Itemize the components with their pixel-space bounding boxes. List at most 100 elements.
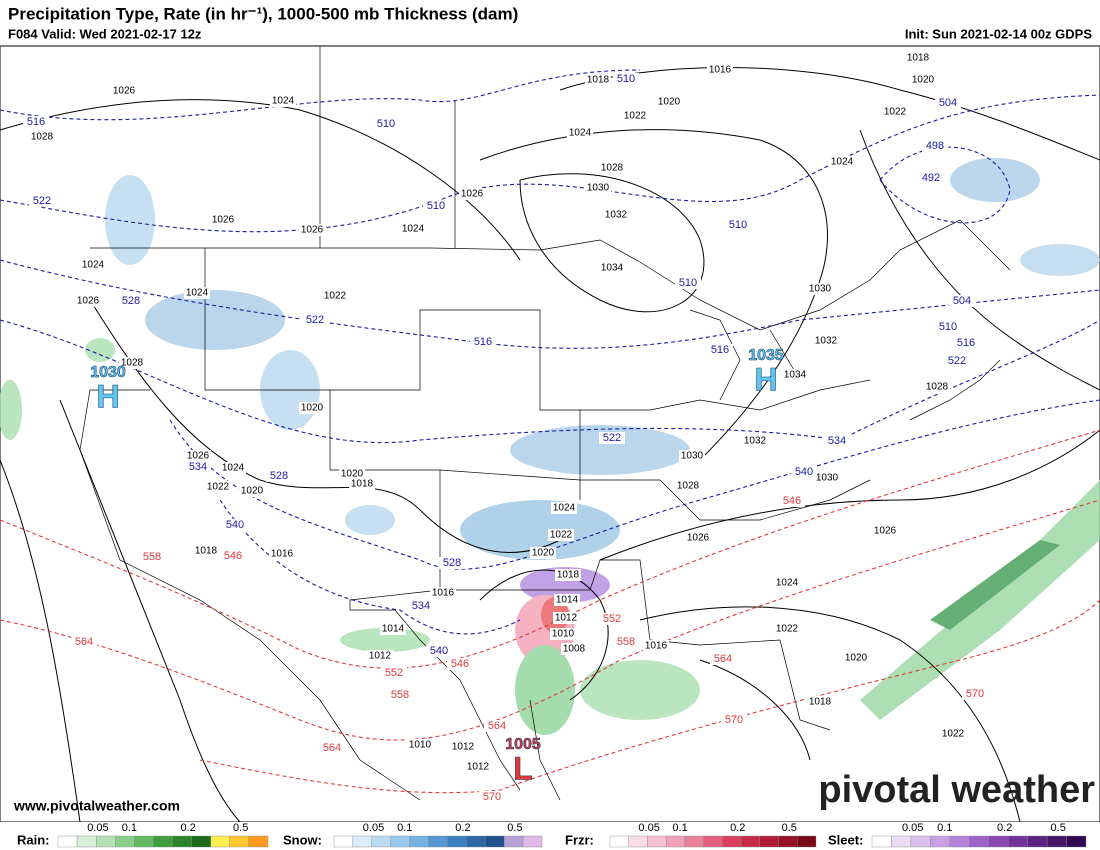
legend-swatch (466, 835, 486, 848)
legend-swatch (153, 835, 173, 848)
isobar-label-bg (29, 131, 55, 143)
isobar-label-bg (553, 612, 579, 624)
legend-swatch (1007, 835, 1028, 848)
thickness-label: 504 (939, 97, 957, 109)
isobar-label-bg (872, 525, 898, 537)
isobar-label: 1024 (272, 96, 295, 107)
thickness-label-bg (71, 636, 97, 648)
thickness-label: 510 (679, 277, 697, 289)
isobar-label: 1020 (845, 653, 868, 664)
isobars (0, 67, 1100, 823)
isobar-label: 1020 (912, 75, 935, 86)
legend-swatch (871, 835, 892, 848)
isobar-label-bg (119, 357, 145, 369)
thickness-label: 504 (953, 295, 971, 307)
thickness-label-bg (185, 461, 211, 473)
thickness-label-bg (319, 742, 345, 754)
isobar-label: 1012 (452, 742, 475, 753)
legend-swatch (191, 835, 211, 848)
legend-swatch (371, 835, 391, 848)
pressure-center: H (754, 361, 777, 397)
isobar-label: 1010 (552, 629, 575, 640)
isobar-label: 1026 (874, 526, 897, 537)
legend-tick: 0.1 (937, 822, 952, 834)
isobar-label-bg (707, 64, 733, 76)
legend-swatch (522, 835, 543, 848)
isobar-label-bg (679, 450, 705, 462)
isobar-label-bg (599, 162, 625, 174)
isobar-label-bg (622, 110, 648, 122)
legend-tick: 0.5 (233, 822, 248, 834)
thickness-label: 552 (603, 613, 621, 625)
isobar-label-bg (400, 223, 426, 235)
thickness-label-bg (949, 295, 975, 307)
isobar-label-bg (299, 402, 325, 414)
legend-swatch (949, 835, 970, 848)
legend-swatch (988, 835, 1009, 848)
isobar-label: 1016 (432, 588, 455, 599)
isobar-label: 1022 (776, 624, 799, 635)
isobar-label: 1026 (77, 296, 100, 307)
isobar-label-bg (349, 478, 375, 490)
legend-swatch (703, 835, 723, 848)
thickness-label-bg (29, 195, 55, 207)
legend-swatch (759, 835, 779, 848)
thickness-label-bg (675, 277, 701, 289)
isobar-label: 1032 (605, 210, 628, 221)
isobar-label: 1012 (555, 613, 578, 624)
isobar-label-bg (185, 450, 211, 462)
legend-swatch (665, 835, 686, 848)
thickness-label-bg (139, 551, 165, 563)
thickness-label: 570 (966, 688, 984, 700)
legend-swatch (172, 835, 192, 848)
isobar-label: 1028 (677, 481, 700, 492)
legend-swatch (891, 835, 912, 848)
thickness-label: 510 (729, 219, 747, 231)
legend-swatch (930, 835, 951, 848)
isobar-label-bg (220, 462, 246, 474)
isobar-label-bg (184, 287, 210, 299)
isobar-label-bg (111, 85, 137, 97)
legend-swatch (1066, 835, 1087, 848)
thickness-label-bg (266, 470, 292, 482)
thickness-label: 522 (306, 314, 324, 326)
isobar-label-bg (585, 182, 611, 194)
thickness-label-bg (408, 600, 434, 612)
thickness-label-bg (302, 314, 328, 326)
isobar-label: 1022 (624, 111, 647, 122)
thickness-label-bg (599, 432, 625, 444)
legend-swatch (210, 835, 231, 848)
isobar-label: 1022 (942, 729, 965, 740)
isobar-label-bg (656, 96, 682, 108)
thickness-label: 516 (711, 344, 729, 356)
legend-tick: 0.05 (902, 822, 923, 834)
isobar-label: 1032 (815, 336, 838, 347)
isobar-label-bg (813, 335, 839, 347)
isobar-label-bg (643, 640, 669, 652)
legend-swatch (1027, 835, 1048, 848)
isobar-label: 1024 (82, 260, 105, 271)
isobar-label-bg (299, 224, 325, 236)
isobar-label: 1026 (212, 215, 235, 226)
borders (79, 46, 1011, 801)
isobar-label-bg (430, 587, 456, 599)
isobar-label-bg (603, 209, 629, 221)
legend-swatch (628, 835, 648, 848)
legend-tick: 0.05 (363, 822, 384, 834)
isobar-label-bg (807, 696, 833, 708)
legend-swatch (333, 835, 354, 848)
isobar-label-bg (530, 547, 556, 559)
precip (0, 158, 1100, 735)
thickness-label-bg (599, 613, 625, 625)
isobar-label-bg (339, 468, 365, 480)
legend-tick: 0.2 (997, 822, 1012, 834)
isobar-label-bg (205, 481, 231, 493)
thickness-label: 546 (783, 495, 801, 507)
legend-swatch (722, 835, 742, 848)
website: www.pivotalweather.com (13, 798, 180, 814)
isobar-label-bg (459, 188, 485, 200)
legend-swatch (76, 835, 97, 848)
isobar-label: 1016 (709, 65, 732, 76)
isobar-label-bg (380, 623, 406, 635)
title: Precipitation Type, Rate (in hr⁻¹), 1000… (8, 4, 518, 23)
